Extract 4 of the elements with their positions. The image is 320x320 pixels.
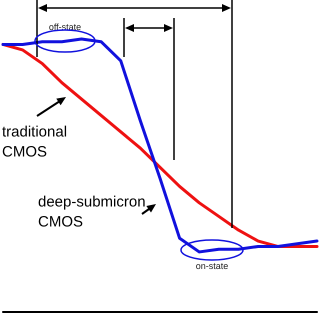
annotation: on-state (196, 261, 228, 271)
series-label: traditional CMOS (2, 124, 68, 160)
series-label: deep-submicron CMOS (38, 194, 146, 230)
text: off-state (48, 22, 82, 32)
